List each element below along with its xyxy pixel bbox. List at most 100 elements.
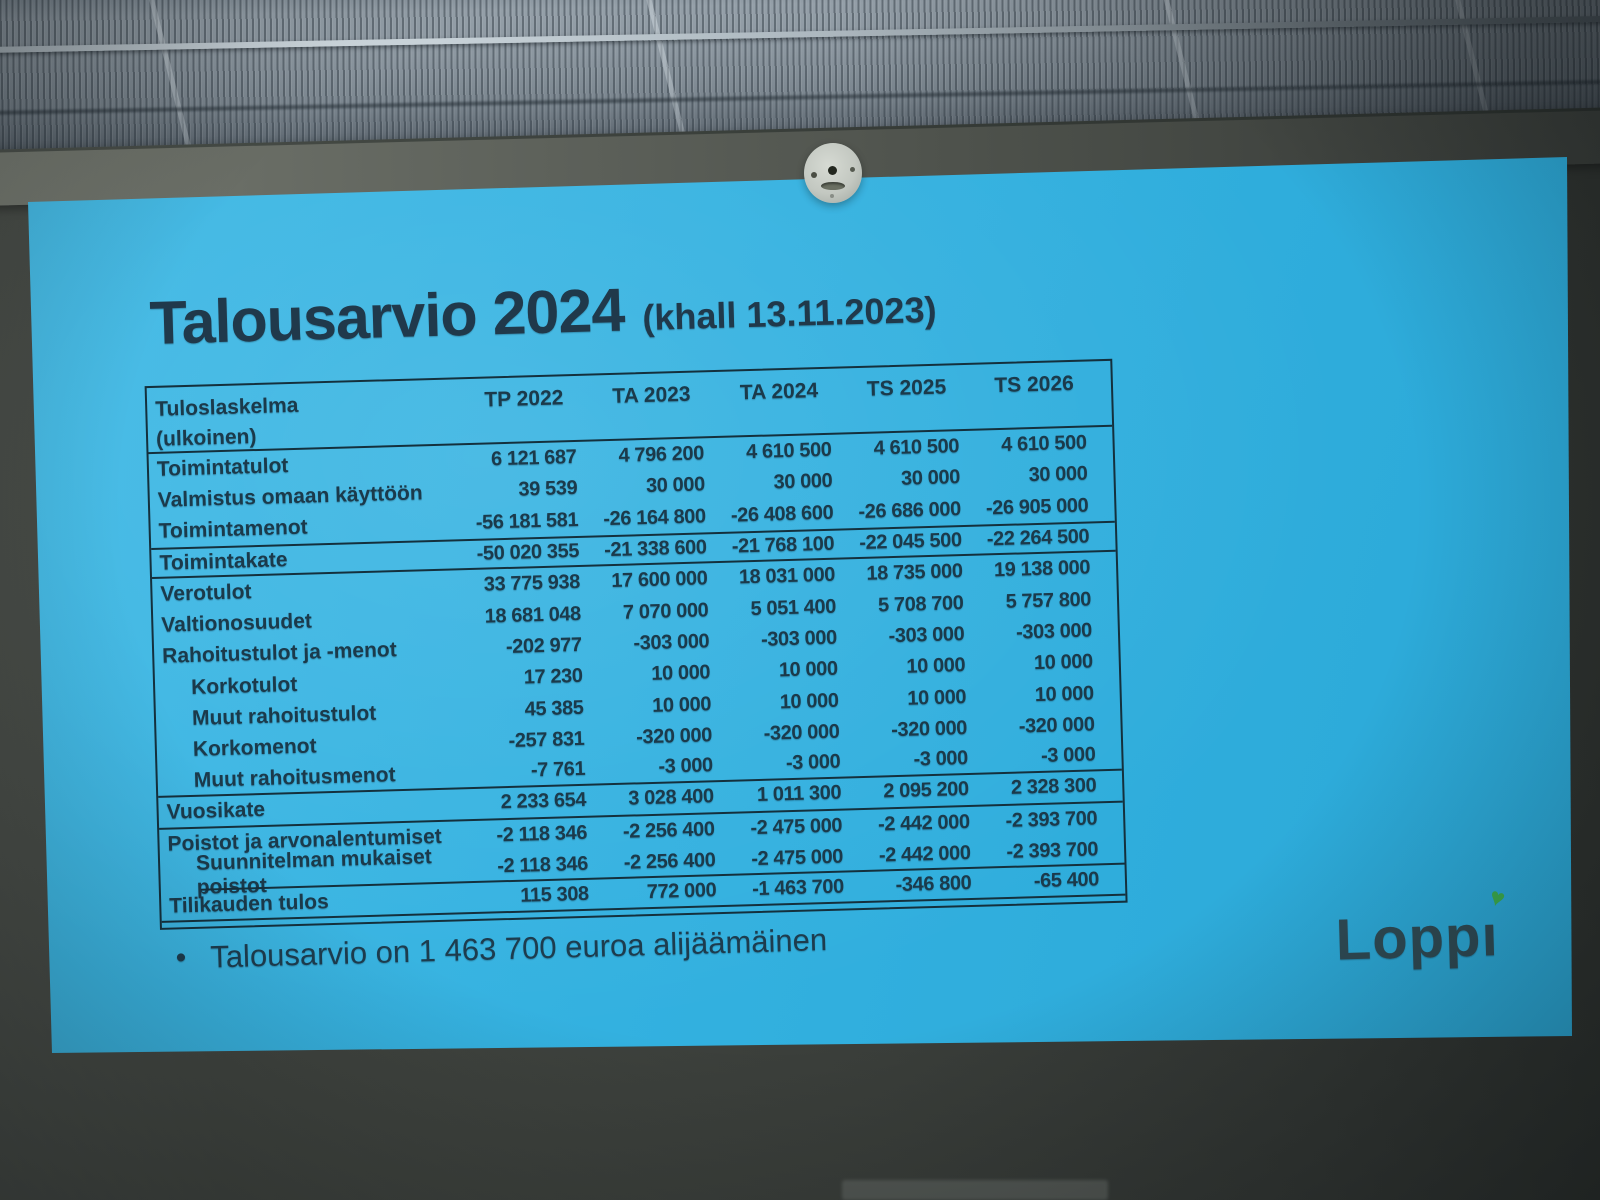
row-value: 18 681 048 <box>484 602 582 628</box>
sensor-slot <box>821 182 845 190</box>
row-value: -50 020 355 <box>476 539 580 565</box>
bullet-text: Talousarvio on 1 463 700 euroa alijäämäi… <box>209 922 828 975</box>
summary-bullet: • Talousarvio on 1 463 700 euroa alijääm… <box>175 922 827 976</box>
slide-title-row: Talousarvio 2024 (khall 13.11.2023) <box>149 266 937 358</box>
sensor-hole <box>811 172 817 178</box>
row-value: -65 400 <box>1033 868 1100 893</box>
row-value: 2 095 200 <box>883 778 970 803</box>
desk-edge-highlight <box>842 1180 1108 1200</box>
row-value: 33 775 938 <box>483 571 581 596</box>
row-value: -26 408 600 <box>730 501 834 527</box>
row-value: -2 393 700 <box>1005 807 1098 832</box>
row-value: -2 256 400 <box>623 849 716 874</box>
row-value: -320 000 <box>763 720 840 745</box>
row-value: -320 000 <box>635 724 713 749</box>
column-header: TA 2024 <box>739 379 819 405</box>
row-value: 4 610 500 <box>1000 431 1087 457</box>
sensor-hole <box>850 167 855 172</box>
row-value: -7 761 <box>530 757 586 782</box>
row-value: 3 028 400 <box>627 785 714 811</box>
row-value: -2 442 000 <box>878 841 971 867</box>
logo-letter-i: ı ♥ <box>1480 882 1510 969</box>
row-value: 1 011 300 <box>756 782 842 807</box>
row-value: -21 338 600 <box>603 536 707 562</box>
income-statement-table: Tuloslaskelma (ulkoinen) TP 2022 TA 2023 T… <box>144 358 1128 931</box>
row-value: -26 686 000 <box>858 497 962 523</box>
row-value: 5 708 700 <box>877 591 964 617</box>
row-value: -320 000 <box>890 716 968 741</box>
row-value: 17 600 000 <box>611 567 708 593</box>
row-value: -2 442 000 <box>877 810 970 836</box>
row-value: -3 000 <box>913 747 969 771</box>
row-value: -303 000 <box>760 626 838 651</box>
column-header: TS 2026 <box>994 371 1075 398</box>
row-value: 2 233 654 <box>500 789 587 814</box>
row-value: -2 118 346 <box>497 852 589 878</box>
bullet-icon: • <box>175 941 187 975</box>
row-value: 115 308 <box>520 883 590 908</box>
heart-icon: ♥ <box>1486 882 1510 914</box>
row-value: 6 121 687 <box>490 446 577 471</box>
row-value: 10 000 <box>1034 681 1094 706</box>
sensor-hole <box>828 166 837 175</box>
sensor-dot <box>830 194 834 198</box>
table-body: Toimintatulot 6 121 687 4 796 200 4 610 500… <box>149 427 1126 929</box>
row-value: 30 000 <box>645 473 706 498</box>
slide-title-suffix: (khall 13.11.2023) <box>641 288 938 339</box>
row-value: -2 118 346 <box>496 821 588 847</box>
row-value: -2 256 400 <box>622 817 715 843</box>
row-value: 10 000 <box>778 657 838 682</box>
row-value: -257 831 <box>508 727 585 752</box>
row-value: 10 000 <box>651 661 711 686</box>
smoke-detector <box>804 143 862 203</box>
row-value: -2 475 000 <box>750 814 843 839</box>
table-header-label: Tuloslaskelma (ulkoinen) <box>147 379 475 452</box>
row-value: -303 000 <box>633 630 710 655</box>
row-value: -22 264 500 <box>986 525 1090 551</box>
row-value: 17 230 <box>523 665 583 689</box>
slide-title: Talousarvio 2024 <box>148 275 626 357</box>
row-value: -22 045 500 <box>859 529 962 555</box>
row-value: 5 051 400 <box>750 595 837 620</box>
logo-text: Lopp <box>1334 903 1483 973</box>
row-value: -26 164 800 <box>603 505 707 530</box>
column-header: TA 2023 <box>612 382 691 408</box>
row-value: -21 768 100 <box>731 532 835 558</box>
row-value: 10 000 <box>779 689 839 713</box>
row-value: -56 181 581 <box>475 508 579 534</box>
row-value: -26 905 000 <box>985 494 1089 520</box>
row-value: -3 000 <box>658 754 714 778</box>
row-value: 772 000 <box>646 879 717 904</box>
row-value: 39 539 <box>518 477 578 502</box>
row-value: -303 000 <box>888 622 965 648</box>
row-value: 30 000 <box>900 466 961 491</box>
row-value: 18 031 000 <box>738 564 836 589</box>
row-value: 5 757 800 <box>1005 588 1092 613</box>
row-value: 10 000 <box>1033 650 1094 675</box>
column-header: TS 2025 <box>866 375 947 401</box>
row-value: 45 385 <box>524 696 584 721</box>
row-value: 4 610 500 <box>873 435 960 460</box>
row-value: -1 463 700 <box>751 875 845 901</box>
row-value: 7 070 000 <box>622 598 709 624</box>
row-value: 30 000 <box>773 470 833 494</box>
row-value: -2 475 000 <box>751 845 844 871</box>
row-value: 10 000 <box>906 654 966 678</box>
row-value: 2 328 300 <box>1010 774 1097 800</box>
row-value: 10 000 <box>907 685 967 710</box>
row-value: 18 735 000 <box>866 560 963 586</box>
column-header: TP 2022 <box>484 386 564 412</box>
row-value: -303 000 <box>1015 619 1093 644</box>
row-value: 4 796 200 <box>618 442 705 467</box>
row-value: -202 977 <box>505 633 582 658</box>
row-value: 4 610 500 <box>745 438 832 464</box>
row-label: Suunnitelman mukaiset poistot <box>195 844 433 899</box>
row-value: -346 800 <box>895 872 972 897</box>
row-value: 19 138 000 <box>993 556 1091 582</box>
row-value: -3 000 <box>785 750 841 775</box>
loppi-logo: Loppı ♥ <box>1334 882 1510 974</box>
row-value: -320 000 <box>1018 713 1095 738</box>
